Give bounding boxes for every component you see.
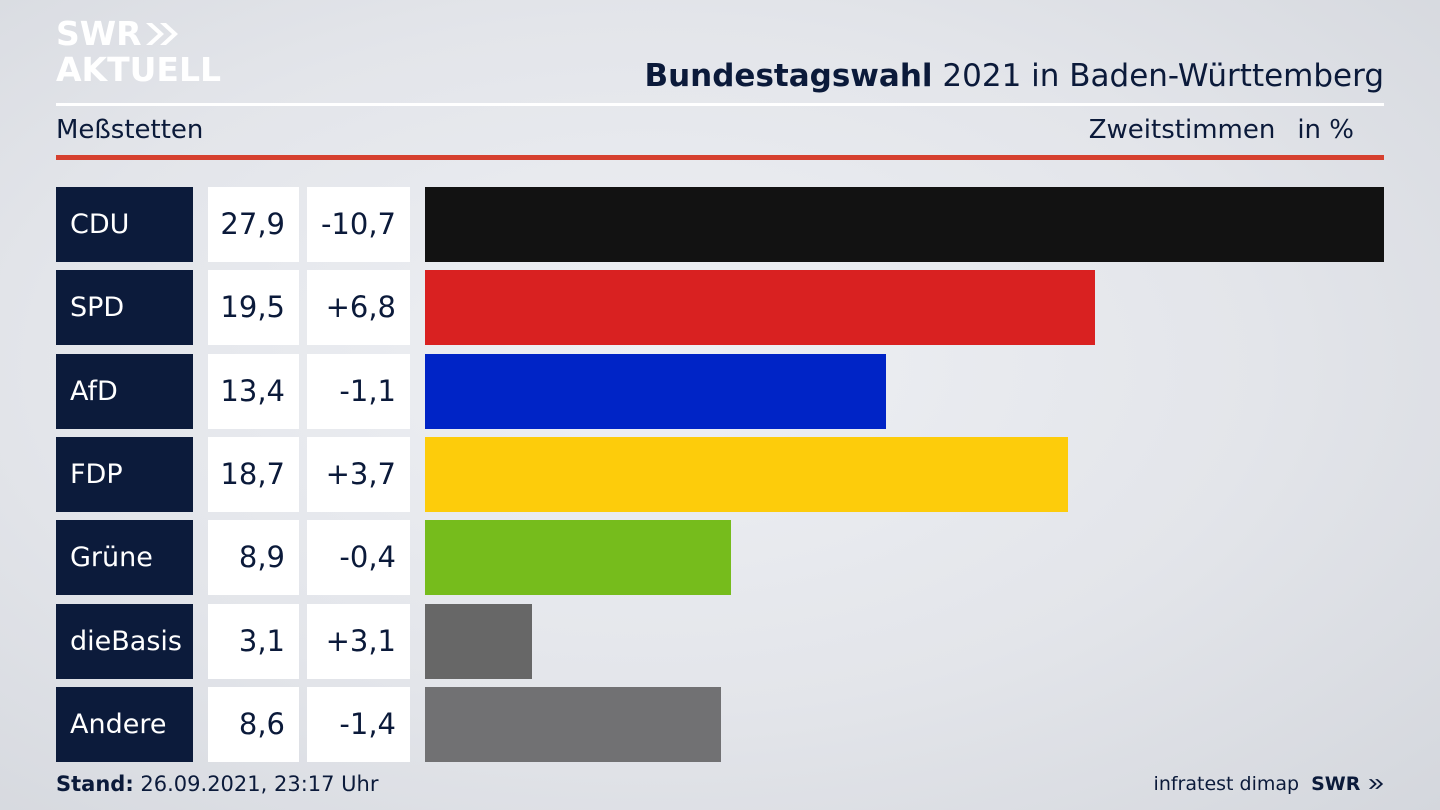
metric-label: Zweitstimmen in % (1089, 115, 1354, 145)
party-label: Grüne (56, 520, 193, 596)
party-label: Andere (56, 686, 193, 762)
bar-diebasis (425, 603, 532, 679)
bar-afd (425, 353, 886, 429)
party-label: AfD (56, 353, 193, 429)
chart-title: Bundestagswahl 2021 in Baden-Württemberg (644, 58, 1384, 94)
row-grüne: Grüne 8,9 -0,4 (56, 520, 1384, 596)
swr-aktuell-logo: SWR AKTUELL (56, 16, 221, 88)
value-label: 27,9 (208, 187, 299, 262)
change-label: +3,7 (307, 436, 410, 512)
chart-title-rest: 2021 in Baden-Württemberg (932, 58, 1384, 94)
party-label: FDP (56, 436, 193, 512)
stand-value: 26.09.2021, 23:17 Uhr (133, 772, 379, 796)
row-andere: Andere 8,6 -1,4 (56, 686, 1384, 762)
row-fdp: FDP 18,7 +3,7 (56, 436, 1384, 512)
value-label: 13,4 (208, 353, 299, 429)
header-divider (56, 103, 1384, 106)
source-credit: infratest dimap SWR (1154, 773, 1384, 795)
change-label: +3,1 (307, 603, 410, 679)
timestamp: Stand: 26.09.2021, 23:17 Uhr (56, 772, 379, 796)
change-label: +6,8 (307, 270, 410, 346)
logo-swr-text: SWR (56, 14, 142, 53)
swr-arrows-icon (145, 23, 178, 45)
logo-aktuell-text: AKTUELL (56, 50, 222, 89)
row-cdu: CDU 27,9 -10,7 (56, 187, 1384, 262)
change-label: -0,4 (307, 520, 410, 596)
row-spd: SPD 19,5 +6,8 (56, 270, 1384, 346)
place-name: Meßstetten (56, 115, 204, 145)
party-label: SPD (56, 270, 193, 346)
change-label: -1,1 (307, 353, 410, 429)
party-label: dieBasis (56, 603, 193, 679)
bar-cdu (425, 187, 1384, 262)
row-afd: AfD 13,4 -1,1 (56, 353, 1384, 429)
bar-fdp (425, 436, 1068, 512)
change-label: -10,7 (307, 187, 410, 262)
row-diebasis: dieBasis 3,1 +3,1 (56, 603, 1384, 679)
bar-andere (425, 686, 721, 762)
stand-label: Stand: (56, 772, 134, 796)
chart-title-bold: Bundestagswahl (644, 58, 933, 94)
unit-label: in % (1297, 115, 1354, 145)
party-label: CDU (56, 187, 193, 262)
swr-brand: SWR (1311, 773, 1384, 795)
value-label: 8,9 (208, 520, 299, 596)
metric-name: Zweitstimmen (1088, 115, 1276, 145)
accent-divider (56, 155, 1384, 160)
source-label: infratest dimap (1153, 773, 1300, 795)
bar-grüne (425, 520, 731, 596)
change-label: -1,4 (307, 686, 410, 762)
value-label: 8,6 (208, 686, 299, 762)
value-label: 18,7 (208, 436, 299, 512)
bar-spd (425, 270, 1095, 346)
swr-brand-arrows-icon (1368, 779, 1384, 789)
value-label: 19,5 (208, 270, 299, 346)
value-label: 3,1 (208, 603, 299, 679)
swr-brand-text: SWR (1311, 773, 1361, 795)
